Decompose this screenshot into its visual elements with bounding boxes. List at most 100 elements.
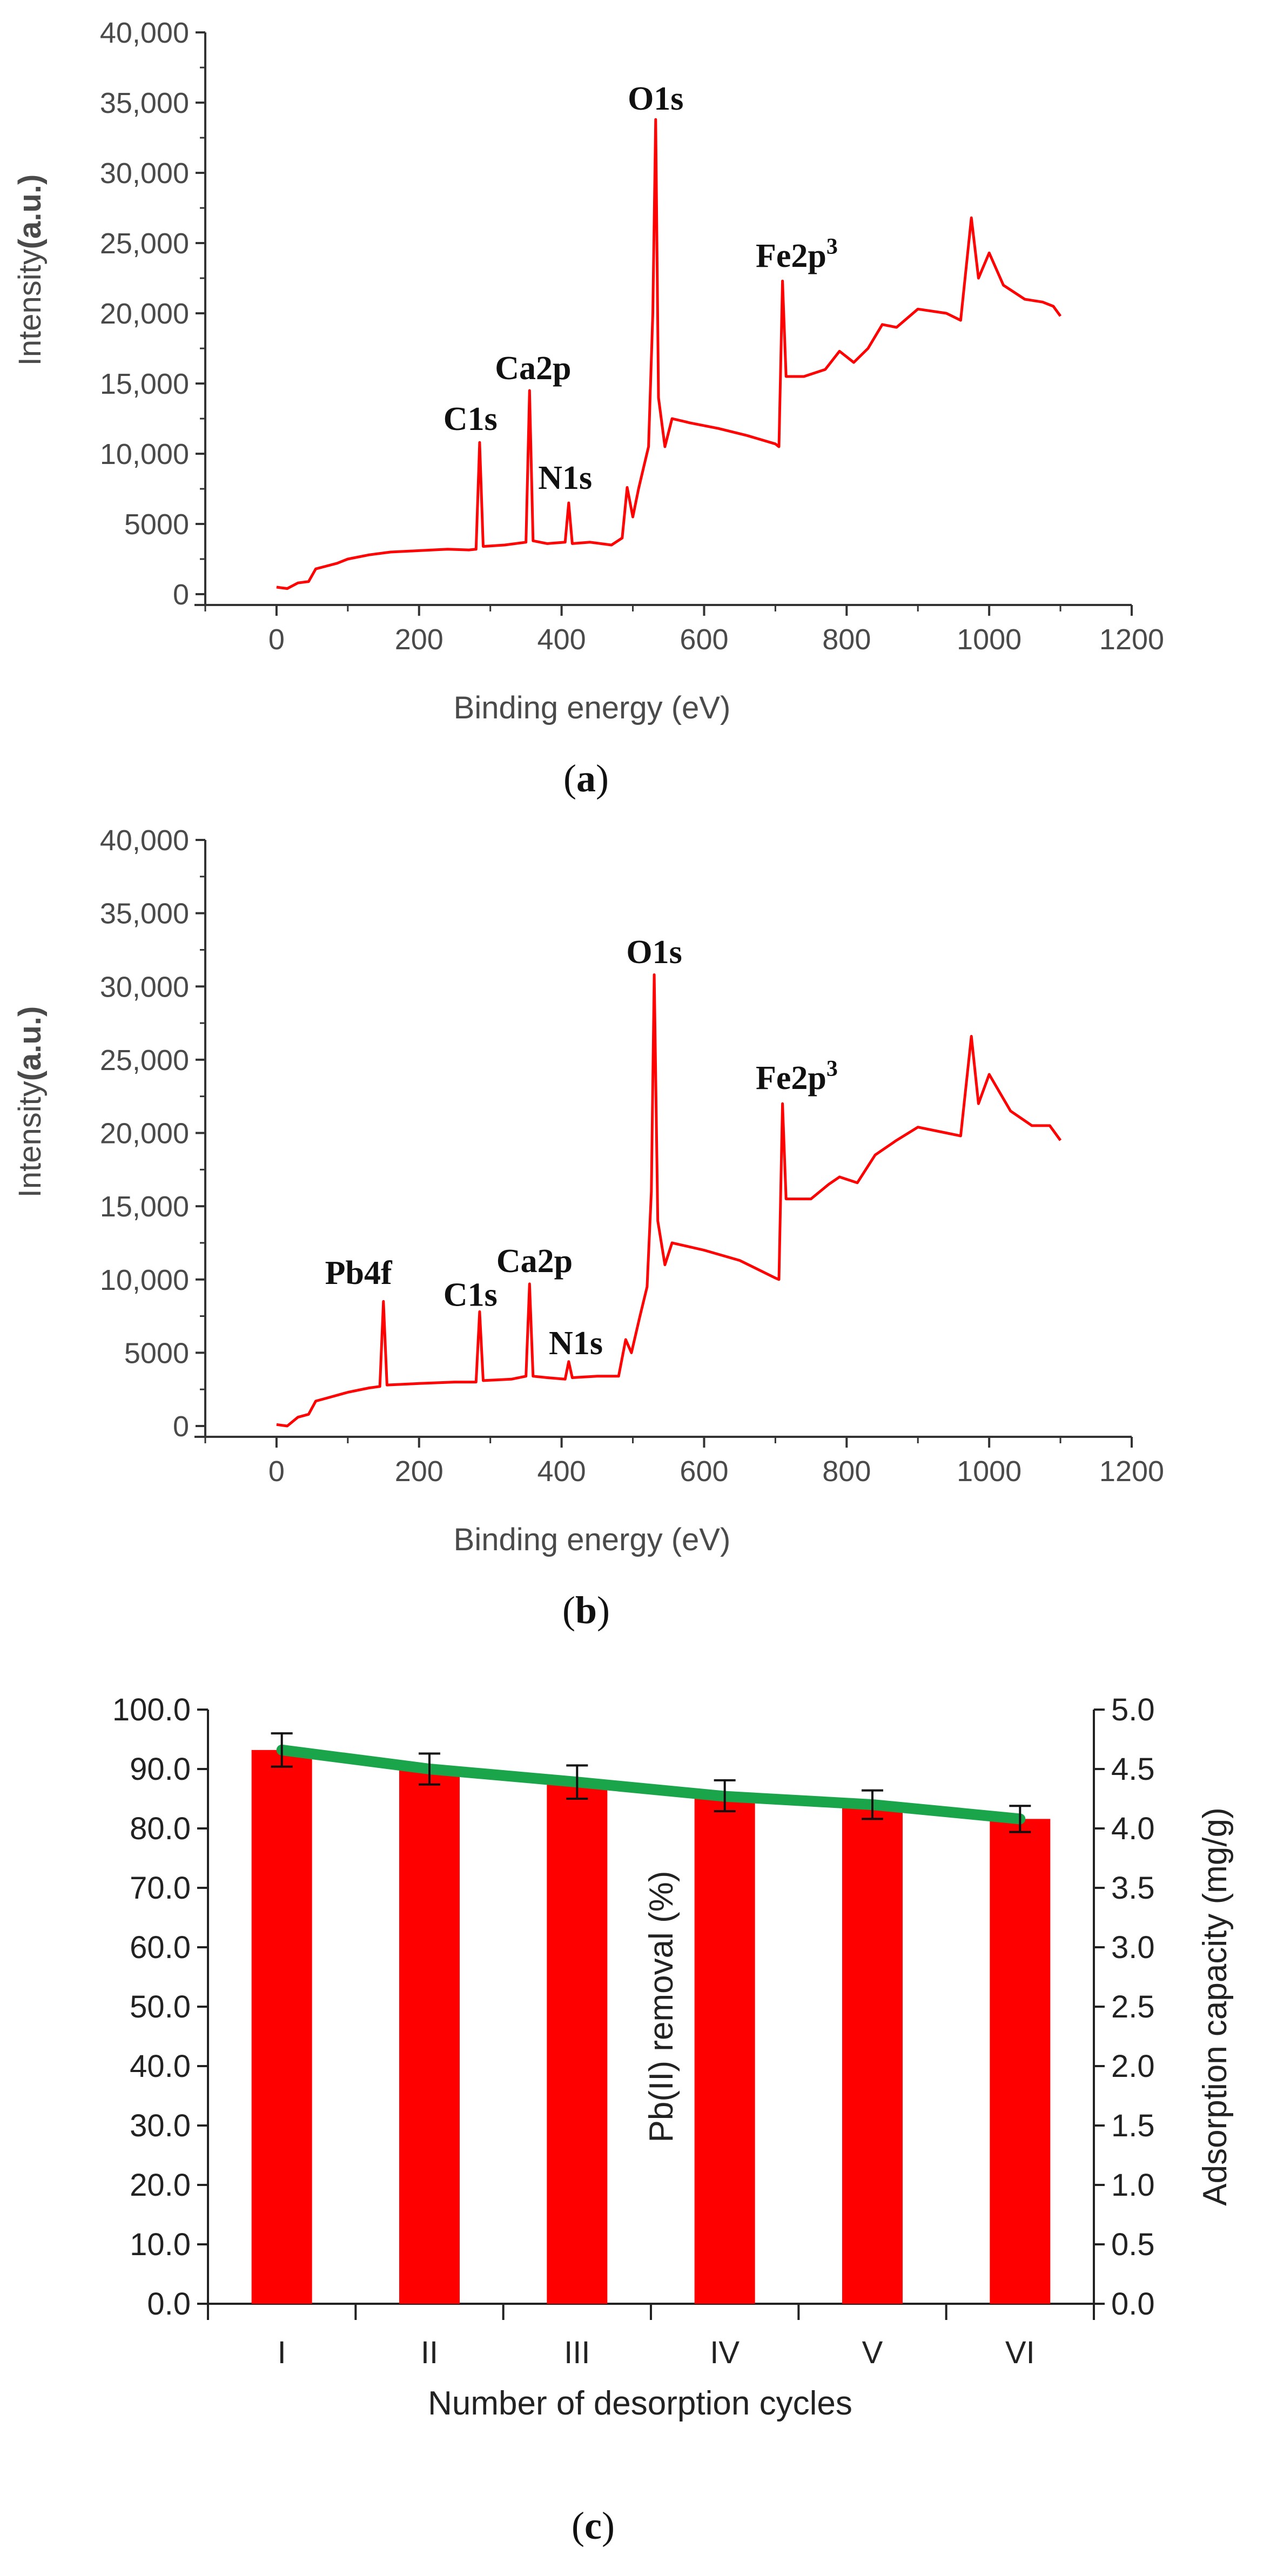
y-tick-label: 20,000 bbox=[100, 298, 189, 330]
plot-area: O1s Fe2p3 Ca2p C1s N1s bbox=[276, 80, 1062, 590]
y-tick-label-left: 80.0 bbox=[130, 1811, 191, 1846]
x-tick-label: 1000 bbox=[957, 623, 1021, 656]
y-tick-label-left: 90.0 bbox=[130, 1752, 191, 1787]
y-tick-label: 30,000 bbox=[100, 971, 189, 1003]
peak-label: Fe2p3 bbox=[756, 1057, 838, 1097]
y-tick-label-left: 50.0 bbox=[130, 1989, 191, 2025]
peak-label-text: C1s bbox=[443, 1277, 498, 1314]
y-tick-label-left: 40.0 bbox=[130, 2049, 191, 2084]
removal-bar bbox=[990, 1819, 1051, 2304]
peak-label: N1s bbox=[549, 1325, 603, 1362]
peak-label-text: Fe2p bbox=[756, 1060, 826, 1097]
peak-label-superscript: 3 bbox=[826, 1057, 838, 1081]
x-tick-label: 200 bbox=[395, 623, 443, 656]
peak-label: Fe2p3 bbox=[756, 234, 838, 274]
y-tick-label-left: 60.0 bbox=[130, 1930, 191, 1965]
y-tick-label-left: 0.0 bbox=[147, 2286, 191, 2322]
y-axis: 0 5000 10,000 15,000 20,000 25,000 30,000 35,00… bbox=[100, 17, 206, 611]
peak-label-text: Fe2p bbox=[756, 238, 826, 274]
peak-label: O1s bbox=[628, 80, 683, 117]
y-tick-label: 5000 bbox=[124, 508, 189, 541]
axes: 0.0 10.0 20.0 30.0 40.0 50.0 60.0 70.0 80.0 90.0 1… bbox=[112, 1692, 1155, 2370]
spectrum-line bbox=[276, 973, 1062, 1428]
panel-caption: (b) bbox=[562, 1589, 610, 1632]
y-tick-label: 30,000 bbox=[100, 157, 189, 190]
y-tick-label: 25,000 bbox=[100, 1044, 189, 1077]
peak-label-superscript: 3 bbox=[826, 234, 838, 259]
y-axis: 0 5000 10,000 15,000 20,000 25,000 30,000 35,00… bbox=[100, 824, 206, 1443]
y-tick-label: 35,000 bbox=[100, 898, 189, 930]
x-axis-label: Binding energy (eV) bbox=[454, 690, 731, 725]
removal-bar bbox=[842, 1805, 903, 2304]
panel-a: Intensity(a.u.) 0 5000 10,000 15,000 20,000 2… bbox=[12, 17, 1164, 800]
x-tick-label: 0 bbox=[268, 1455, 285, 1488]
y-tick-label: 5000 bbox=[124, 1337, 189, 1369]
y-tick-label: 35,000 bbox=[100, 87, 189, 119]
peak-label-text: N1s bbox=[549, 1325, 603, 1362]
x-tick-label: III bbox=[564, 2335, 590, 2370]
peak-label-text: Ca2p bbox=[495, 350, 571, 387]
x-tick-label: V bbox=[862, 2335, 883, 2370]
peak-label: C1s bbox=[443, 401, 498, 438]
y-tick-label: 40,000 bbox=[100, 824, 189, 857]
y-tick-label: 15,000 bbox=[100, 1191, 189, 1223]
removal-bar bbox=[694, 1795, 755, 2304]
peak-label: N1s bbox=[538, 460, 592, 496]
y-axis-label: Intensity(a.u.) bbox=[12, 1006, 48, 1198]
peak-label: Ca2p bbox=[496, 1243, 573, 1280]
y-tick-label-right: 4.5 bbox=[1111, 1752, 1155, 1787]
x-tick-label: 200 bbox=[395, 1455, 443, 1488]
x-tick-label: 400 bbox=[537, 1455, 586, 1488]
peak-label-text: Pb4f bbox=[325, 1255, 393, 1292]
y-tick-label-right: 0.5 bbox=[1111, 2227, 1155, 2262]
y-tick-label-left: 100.0 bbox=[112, 1692, 191, 1727]
y-tick-label-right: 1.5 bbox=[1111, 2108, 1155, 2143]
peak-label: O1s bbox=[626, 934, 682, 971]
x-tick-label: I bbox=[278, 2335, 286, 2370]
x-tick-label: 800 bbox=[822, 623, 871, 656]
removal-bar bbox=[399, 1769, 460, 2304]
spectrum-line bbox=[276, 118, 1062, 590]
y-tick-label-left: 10.0 bbox=[130, 2227, 191, 2262]
x-tick-label: 1000 bbox=[957, 1455, 1021, 1488]
peak-label: C1s bbox=[443, 1277, 498, 1314]
removal-bar bbox=[547, 1782, 608, 2304]
x-tick-label: 800 bbox=[822, 1455, 871, 1488]
x-axis-label: Number of desorption cycles bbox=[428, 2385, 852, 2422]
peak-label: Pb4f bbox=[325, 1255, 393, 1292]
y-tick-label-left: 30.0 bbox=[130, 2108, 191, 2143]
removal-bar bbox=[251, 1750, 312, 2304]
x-axis-label: Binding energy (eV) bbox=[454, 1522, 731, 1557]
x-tick-label: 600 bbox=[680, 623, 728, 656]
y-tick-label: 25,000 bbox=[100, 227, 189, 260]
x-axis: 0 200 400 600 800 1000 1200 bbox=[194, 604, 1164, 656]
y-tick-label-right: 2.5 bbox=[1111, 1989, 1155, 2025]
y-tick-label-right: 0.0 bbox=[1111, 2286, 1155, 2322]
x-tick-label: 1200 bbox=[1099, 1455, 1164, 1488]
peak-label: Ca2p bbox=[495, 350, 571, 387]
peak-label-text: C1s bbox=[443, 401, 498, 438]
peak-label-text: Ca2p bbox=[496, 1243, 573, 1280]
y-tick-label-right: 4.0 bbox=[1111, 1811, 1155, 1846]
plot-area: O1s Fe2p3 Ca2p Pb4f C1s N1s bbox=[276, 934, 1062, 1428]
y-tick-label-right: 2.0 bbox=[1111, 2049, 1155, 2084]
y-tick-label-right: 3.0 bbox=[1111, 1930, 1155, 1965]
y-tick-label: 0 bbox=[173, 579, 189, 611]
y-tick-label-right: 1.0 bbox=[1111, 2168, 1155, 2203]
x-tick-label: 400 bbox=[537, 623, 586, 656]
peak-label-text: N1s bbox=[538, 460, 592, 496]
capacity-line bbox=[276, 1744, 1026, 1825]
x-axis: 0 200 400 600 800 1000 1200 bbox=[194, 1436, 1164, 1488]
x-tick-label: IV bbox=[710, 2335, 740, 2370]
y-tick-label-right: 3.5 bbox=[1111, 1871, 1155, 1906]
panel-c: Pb(II) removal (%) Adsorption capacity (… bbox=[112, 1692, 1234, 2547]
y-tick-label: 10,000 bbox=[100, 438, 189, 470]
y-axis-label-right: Adsorption capacity (mg/g) bbox=[1197, 1807, 1234, 2205]
y-tick-label-right: 5.0 bbox=[1111, 1692, 1155, 1727]
peak-label-text: O1s bbox=[626, 934, 682, 971]
plot-area bbox=[251, 1732, 1051, 2304]
y-axis-label-left: Pb(II) removal (%) bbox=[643, 1871, 680, 2143]
y-tick-label-left: 20.0 bbox=[130, 2168, 191, 2203]
y-axis-label: Intensity(a.u.) bbox=[12, 174, 48, 366]
